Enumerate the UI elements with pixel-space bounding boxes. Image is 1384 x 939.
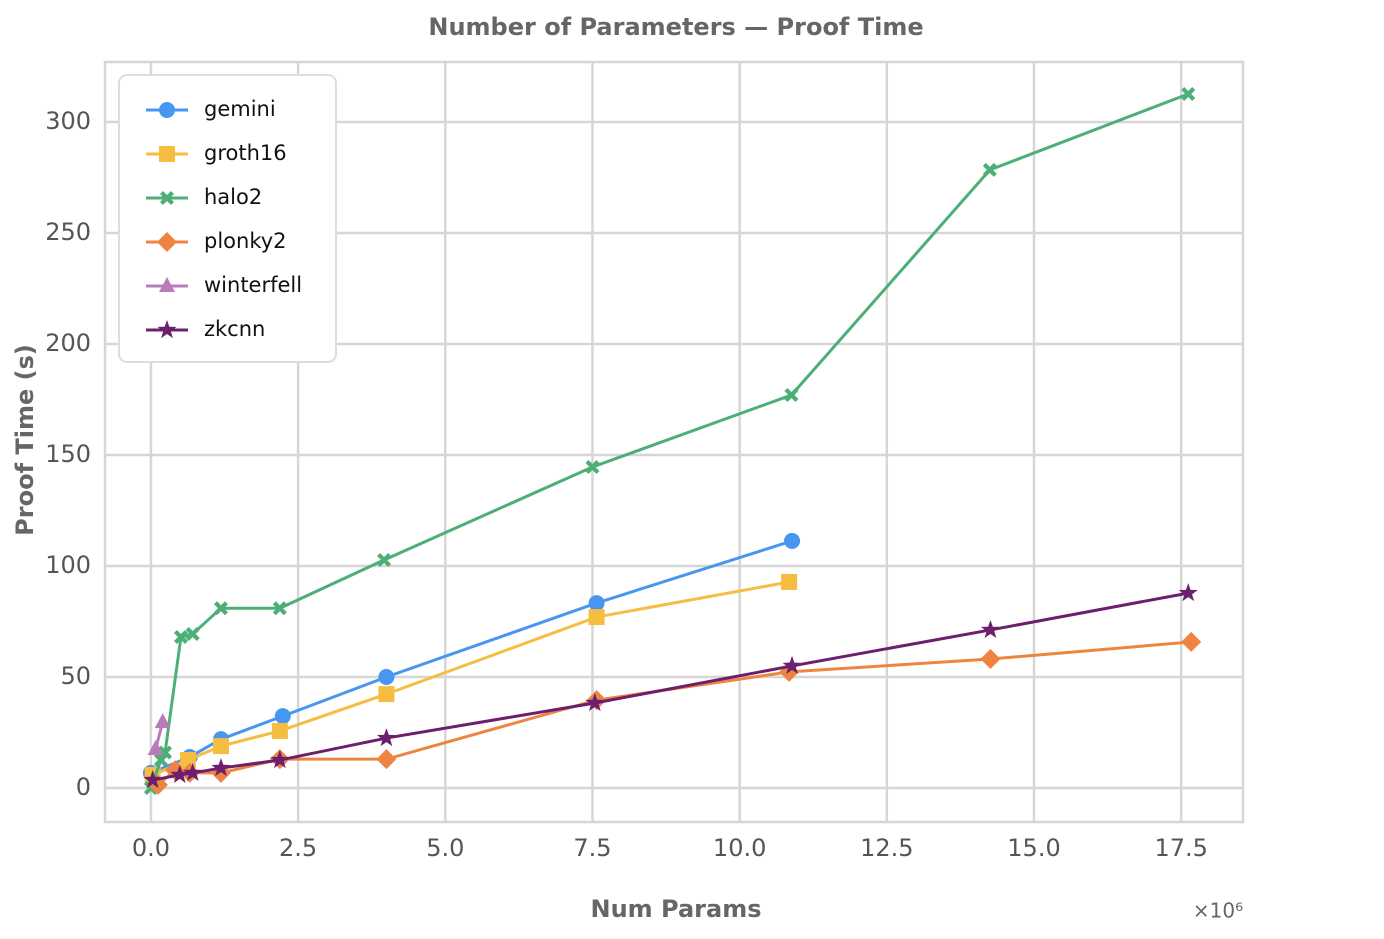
marker (585, 692, 605, 712)
marker (272, 601, 287, 616)
x-tick-label: 17.5 (1154, 834, 1207, 862)
series-line (157, 640, 1192, 787)
marker (170, 764, 190, 784)
marker (159, 102, 175, 118)
marker (173, 630, 188, 645)
legend-label: winterfell (204, 273, 302, 297)
y-axis-label: Proof Time (s) (11, 344, 39, 536)
legend-label: zkcnn (204, 317, 265, 341)
chart-title: Number of Parameters — Proof Time (428, 13, 923, 41)
y-tick-label: 100 (45, 551, 91, 579)
x-tick-label: 2.5 (279, 834, 317, 862)
marker (588, 595, 605, 612)
marker (185, 626, 200, 641)
y-tick-label: 50 (60, 662, 91, 690)
marker (980, 619, 1000, 639)
marker (274, 708, 291, 725)
marker (158, 745, 173, 760)
legend-label: gemini (204, 97, 276, 121)
marker (154, 713, 171, 729)
marker (143, 770, 163, 789)
marker (211, 758, 231, 777)
x-tick-label: 15.0 (1007, 834, 1060, 862)
x-tick-label: 12.5 (860, 834, 913, 862)
marker (271, 722, 288, 739)
marker (781, 573, 798, 590)
x-tick-label: 7.5 (573, 834, 611, 862)
series-line (152, 580, 790, 777)
legend-label: halo2 (204, 185, 262, 209)
marker (376, 728, 396, 747)
x-tick-label: 5.0 (426, 834, 464, 862)
y-tick-label: 250 (45, 218, 91, 246)
marker (784, 532, 801, 549)
marker (212, 738, 229, 755)
plot-frame (103, 60, 1245, 824)
marker (147, 739, 164, 755)
y-tick-label: 300 (45, 107, 91, 135)
y-tick-label: 200 (45, 329, 91, 357)
marker (378, 669, 395, 686)
marker (159, 277, 175, 292)
marker (982, 162, 997, 177)
x-axis-label: Num Params (591, 895, 762, 923)
marker (213, 601, 228, 616)
marker (153, 753, 168, 768)
marker (183, 762, 203, 782)
marker (270, 750, 290, 769)
marker (1181, 631, 1202, 652)
y-tick-label: 150 (45, 440, 91, 468)
marker (585, 459, 600, 474)
marker (157, 232, 177, 252)
marker (378, 686, 395, 703)
marker (376, 749, 397, 770)
legend-label: plonky2 (204, 229, 287, 253)
y-tick-label: 0 (76, 773, 91, 801)
x-tick-label: 10.0 (713, 834, 766, 862)
x-tick-label: 0.0 (132, 834, 170, 862)
marker (980, 649, 1001, 670)
legend: gemini groth16 halo2 plonky2 winterfell zkcnn (118, 74, 337, 363)
marker (588, 609, 605, 626)
marker (784, 388, 799, 403)
marker (377, 553, 392, 568)
marker (1178, 583, 1198, 602)
marker (782, 655, 802, 674)
marker (1181, 86, 1196, 101)
legend-label: groth16 (204, 141, 287, 165)
marker (159, 146, 175, 162)
marker (180, 752, 197, 769)
marker (157, 320, 177, 339)
x-multiplier: ×10⁶ (1193, 899, 1243, 923)
marker (160, 191, 174, 205)
